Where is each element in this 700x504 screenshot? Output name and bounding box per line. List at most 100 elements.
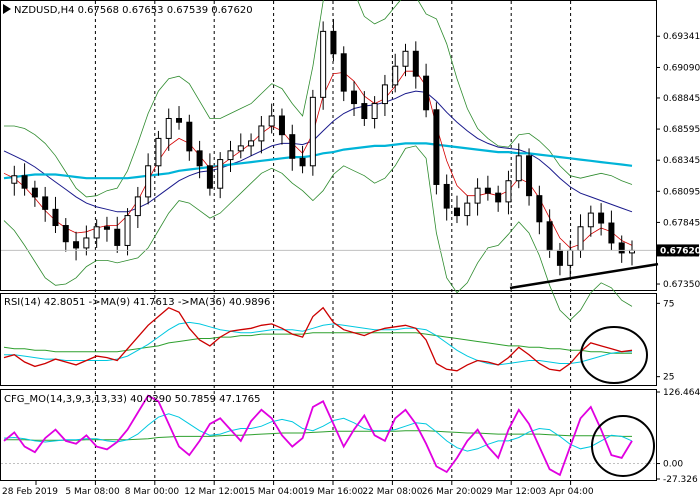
candle-body bbox=[237, 145, 244, 152]
candle-body bbox=[567, 249, 574, 266]
annotation-circle-rsi bbox=[580, 326, 648, 384]
price-panel-frame bbox=[0, 0, 657, 291]
oscillator-series-layer bbox=[1, 394, 656, 477]
candle-body bbox=[124, 215, 131, 246]
moving-average-slow-line bbox=[3, 142, 633, 179]
candle-body bbox=[186, 121, 193, 152]
candle-body bbox=[134, 196, 141, 217]
candle-body bbox=[464, 202, 471, 217]
y-tick-label: 0.68595 bbox=[663, 125, 700, 135]
rsi-panel-frame bbox=[0, 293, 657, 386]
oscillator-line bbox=[3, 394, 633, 477]
current-price-label: 0.67620 bbox=[660, 246, 700, 256]
chart-symbol-arrow-icon bbox=[3, 4, 11, 14]
candle-body bbox=[145, 165, 152, 198]
candle-body bbox=[42, 196, 49, 210]
candle-body bbox=[505, 180, 512, 203]
candle-body bbox=[309, 96, 316, 167]
candle-body bbox=[176, 117, 183, 123]
annotation-circle-oscillator bbox=[591, 415, 655, 477]
candle-body bbox=[423, 75, 430, 111]
candle-body bbox=[227, 150, 234, 161]
candle-body bbox=[330, 30, 337, 55]
candle-body bbox=[11, 175, 18, 184]
y-tick-label: 0.69090 bbox=[663, 63, 700, 73]
x-tick-label: 28 Feb 2019 bbox=[2, 487, 58, 497]
candle-body bbox=[299, 157, 306, 167]
candle-body bbox=[320, 30, 327, 98]
candle-body bbox=[587, 212, 594, 228]
candle-body bbox=[556, 249, 563, 266]
rsi-series-layer bbox=[3, 306, 648, 384]
candle-body bbox=[155, 137, 162, 167]
candle-body bbox=[340, 53, 347, 92]
x-tick-label: 26 Mar 20:00 bbox=[422, 487, 482, 497]
candle-body bbox=[371, 103, 378, 119]
candle-body bbox=[484, 187, 491, 194]
rsi-line bbox=[3, 306, 633, 372]
oscillator-slow-line bbox=[4, 430, 632, 441]
candle-body bbox=[52, 208, 59, 227]
candle-body bbox=[217, 159, 224, 189]
candle-body bbox=[618, 242, 625, 254]
current-price-marker bbox=[657, 244, 699, 257]
moving-average-mid-line bbox=[3, 90, 633, 213]
candle-body bbox=[114, 228, 121, 246]
candle-body bbox=[412, 50, 419, 77]
candle-body bbox=[21, 175, 28, 189]
candle-body bbox=[83, 237, 90, 249]
candle-body bbox=[268, 115, 275, 127]
candle-body bbox=[577, 226, 584, 251]
x-tick-label: 29 Mar 12:00 bbox=[481, 487, 541, 497]
candle-body bbox=[361, 103, 368, 119]
rsi-ma36-line bbox=[3, 332, 632, 354]
y-tick-label: 0.67350 bbox=[663, 280, 700, 290]
candle-body bbox=[196, 150, 203, 167]
candle-body bbox=[536, 195, 543, 223]
y-tick-label: 0.69341 bbox=[663, 32, 700, 42]
x-tick-label: 3 Apr 04:00 bbox=[541, 487, 594, 497]
oscillator-panel-title: CFG_MO(14,3,9,3,13,33) 40.0290 50.7859 4… bbox=[4, 394, 261, 405]
x-tick-label: 12 Mar 12:00 bbox=[184, 487, 244, 497]
candle-body bbox=[93, 226, 100, 239]
y-tick-label: 0.68845 bbox=[663, 94, 700, 104]
rsi-y-tick-label: 75 bbox=[663, 299, 674, 309]
y-tick-label: 0.67845 bbox=[663, 218, 700, 228]
osc-y-tick-label: -27.326 bbox=[663, 475, 698, 485]
candle-body bbox=[443, 183, 450, 209]
candle-body bbox=[278, 115, 285, 136]
rsi-panel-title: RSI(14) 42.8051 ->MA(9) 41.7613 ->MA(36)… bbox=[4, 297, 270, 308]
bollinger-lower-line bbox=[3, 145, 633, 321]
candle-body bbox=[381, 84, 388, 105]
candle-body bbox=[351, 90, 358, 105]
candle-body bbox=[248, 140, 255, 147]
candle-body bbox=[31, 187, 38, 198]
candle-body bbox=[258, 125, 265, 142]
oscillator-panel-frame bbox=[0, 389, 657, 481]
y-tick-label: 0.68095 bbox=[663, 187, 700, 197]
candle-body bbox=[103, 226, 110, 230]
candle-body bbox=[453, 207, 460, 217]
candle-body bbox=[546, 221, 553, 251]
x-tick-label: 19 Mar 16:00 bbox=[303, 487, 363, 497]
bollinger-upper-line bbox=[4, 0, 633, 198]
candle-body bbox=[73, 241, 80, 249]
candle-body bbox=[474, 187, 481, 204]
candle-body bbox=[526, 155, 533, 197]
x-tick-label: 8 Mar 00:00 bbox=[125, 487, 180, 497]
osc-y-tick-label: 0.00 bbox=[663, 460, 683, 470]
rsi-y-tick-label: 25 bbox=[663, 373, 674, 383]
rsi-ma9-line bbox=[4, 321, 632, 366]
candle-body bbox=[402, 50, 409, 67]
candle-body bbox=[206, 165, 213, 189]
osc-y-tick-label: 126.4645 bbox=[663, 388, 700, 398]
candle-body bbox=[392, 65, 399, 86]
candle-body bbox=[62, 225, 69, 243]
candle-body bbox=[433, 109, 440, 185]
axis-labels-layer: 28 Feb 2019 5 Mar 08:00 8 Mar 00:00 12 Mar … bbox=[2, 32, 700, 497]
candle-body bbox=[289, 134, 296, 159]
x-tick-label: 22 Mar 08:00 bbox=[362, 487, 422, 497]
support-trendline bbox=[509, 262, 659, 290]
